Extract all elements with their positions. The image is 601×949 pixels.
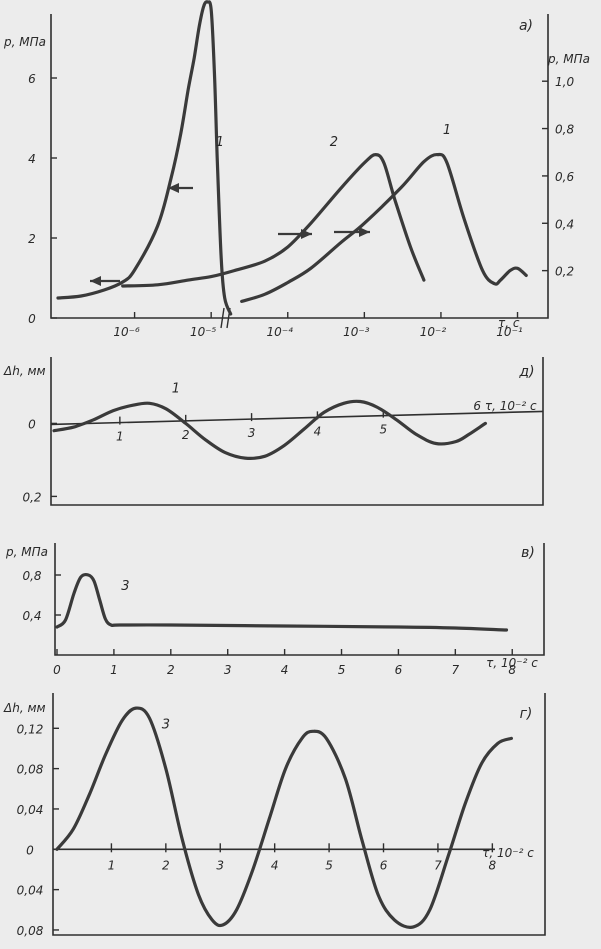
panel-a-series-2 [121, 153, 426, 288]
panel-a-x-tick-label-5: 10⁻¹ [496, 325, 523, 339]
panel-g-x-tick-label-2: 3 [216, 858, 224, 872]
panel-a-arrow-left-axis-2-head [90, 276, 101, 286]
panel-v-x-label: τ, 10⁻² с [486, 656, 538, 670]
panel-g-y-tick-label-4: 0,04 [17, 884, 44, 898]
panel-a-x-tick-label-4: 10⁻² [420, 325, 447, 339]
panel-g-y-tick-label-3: 0 [26, 843, 34, 857]
panel-a-series-1 [56, 0, 233, 316]
panel-a-y-tick-label-3: 6 [28, 72, 36, 86]
panel-d-y-label: Δh, мм [3, 364, 46, 378]
panel-v: 0 1 2 3 4 5 6 7 8τ, 10⁻² с 0,4 0,8 p, МПа в) 3 [5, 543, 545, 677]
panel-d-y-tick-label-1: 0,2 [22, 490, 41, 504]
panel-a-x-tick-label-0: 10⁻⁶ [113, 325, 140, 339]
panel-a-arrow-right-axis-head [301, 229, 312, 239]
panel-g-x-tick-label-5: 6 [380, 858, 388, 872]
panel-v-series-1 [55, 572, 509, 632]
panel-d-x-tick-label-0: 1 [116, 430, 124, 444]
panel-v-x-tick-label-0: 0 [53, 663, 61, 677]
panel-a: 10⁻⁶ 10⁻⁵ 10⁻⁴ 10⁻³ 10⁻² 10⁻¹τ, с 0 2 4 6 0,2 0,4 0,… [3, 0, 590, 339]
panel-a-y2-tick-label-4: 1,0 [555, 75, 574, 89]
panel-v-x-tick-label-3: 3 [224, 663, 232, 677]
panel-a-curve-marker-1: 2 [330, 135, 338, 150]
panel-v-frame [54, 543, 545, 656]
panel-a-y-tick-label-2: 4 [28, 152, 36, 166]
panel-d-x-tick-label-4: 5 [379, 423, 387, 437]
panel-g: 1 2 3 4 5 6 7 8τ, 10⁻² с 0,12 0,08 0,04 0 0,04 0,08 Δh… [3, 693, 546, 938]
panel-v-y-tick-label-0: 0,4 [22, 609, 41, 623]
panel-a-y-tick-label-0: 0 [28, 312, 36, 326]
panel-a-x-tick-label-1: 10⁻⁵ [190, 325, 217, 339]
panel-v-y-label: p, МПа [5, 545, 48, 559]
panel-d-frame [50, 357, 544, 506]
panel-d-x-label: 6 τ, 10⁻² с [473, 399, 537, 413]
panel-g-frame [52, 693, 546, 936]
panel-a-axis-break [220, 307, 225, 329]
panel-g-series-1 [55, 706, 513, 929]
panel-v-x-tick-label-2: 2 [167, 663, 175, 677]
panel-v-x-tick-label-5: 5 [338, 663, 346, 677]
panel-d-series-1 [52, 399, 487, 460]
panel-v-letter: в) [521, 545, 535, 561]
panel-a-y2-label: p, МПа [547, 52, 590, 66]
panel-g-x-tick-label-4: 5 [325, 858, 333, 872]
panel-a-y-label: p, МПа [3, 35, 46, 49]
panel-g-x-tick-label-1: 2 [162, 858, 170, 872]
panel-g-x-tick-label-3: 4 [271, 858, 279, 872]
panel-d-y-tick-label-0: 0 [28, 417, 36, 431]
panel-v-x-tick-label-7: 7 [452, 663, 460, 677]
panel-g-x-tick-label-6: 7 [434, 858, 442, 872]
panel-a-series-3 [240, 152, 528, 303]
panel-d-x-tick-label-3: 4 [314, 424, 322, 438]
panel-a-x-tick-label-3: 10⁻³ [343, 325, 370, 339]
panel-d-letter: д) [518, 364, 534, 380]
panel-d-x-tick-label-1: 2 [182, 428, 190, 442]
panel-a-x-label: τ, с [498, 316, 520, 330]
panel-v-x-tick-label-6: 6 [395, 663, 403, 677]
panel-g-y-tick-label-5: 0,08 [17, 924, 44, 938]
panel-a-y2-tick-label-0: 0,2 [555, 265, 574, 279]
panel-d-curve-marker-0: 1 [172, 381, 180, 396]
panel-a-y2-tick-label-3: 0,8 [555, 123, 574, 137]
panel-d: 1 2 3 4 5 6 τ, 10⁻² с 0 0,2 Δh, мм д) 1 [3, 357, 544, 506]
panel-g-x-tick-label-7: 8 [489, 858, 497, 872]
panel-a-curve-marker-2: 1 [443, 123, 451, 138]
panel-a-y-tick-label-1: 2 [28, 232, 36, 246]
panel-a-letter: а) [519, 18, 533, 34]
panel-v-x-tick-label-4: 4 [281, 663, 289, 677]
panel-g-letter: г) [520, 706, 533, 722]
panel-a-x-tick-label-2: 10⁻⁴ [267, 325, 294, 339]
panel-v-y-tick-label-1: 0,8 [22, 569, 41, 583]
panel-a-y2-tick-label-2: 0,6 [555, 170, 574, 184]
panel-d-zero-line [50, 410, 544, 426]
panel-g-x-label: τ, 10⁻² с [482, 846, 534, 860]
panel-g-y-tick-label-1: 0,08 [17, 763, 44, 777]
panel-g-y-tick-label-2: 0,04 [17, 803, 44, 817]
panel-a-y2-tick-label-1: 0,4 [555, 217, 574, 231]
panel-a-arrow-left-axis-head [168, 183, 179, 193]
panel-a-frame [50, 14, 549, 319]
panel-d-x-tick-label-2: 3 [248, 426, 256, 440]
panel-g-y-tick-label-0: 0,12 [17, 722, 44, 736]
panel-g-x-tick-label-0: 1 [108, 858, 116, 872]
panel-a-arrow-right-axis-2-head [359, 227, 370, 237]
panel-v-x-tick-label-1: 1 [110, 663, 118, 677]
panel-g-y-label: Δh, мм [3, 701, 46, 715]
panel-v-curve-marker-0: 3 [121, 579, 129, 594]
panel-a-curve-marker-0: 1 [216, 135, 224, 150]
panel-g-curve-marker-0: 3 [162, 717, 170, 732]
panel-v-x-tick-label-8: 8 [508, 663, 516, 677]
